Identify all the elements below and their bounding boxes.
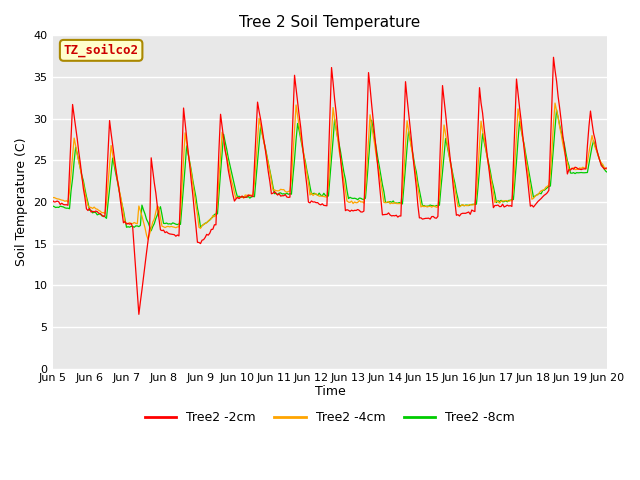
Title: Tree 2 Soil Temperature: Tree 2 Soil Temperature: [239, 15, 420, 30]
X-axis label: Time: Time: [315, 385, 346, 398]
Text: TZ_soilco2: TZ_soilco2: [63, 44, 139, 57]
Legend: Tree2 -2cm, Tree2 -4cm, Tree2 -8cm: Tree2 -2cm, Tree2 -4cm, Tree2 -8cm: [140, 406, 520, 429]
Y-axis label: Soil Temperature (C): Soil Temperature (C): [15, 138, 28, 266]
